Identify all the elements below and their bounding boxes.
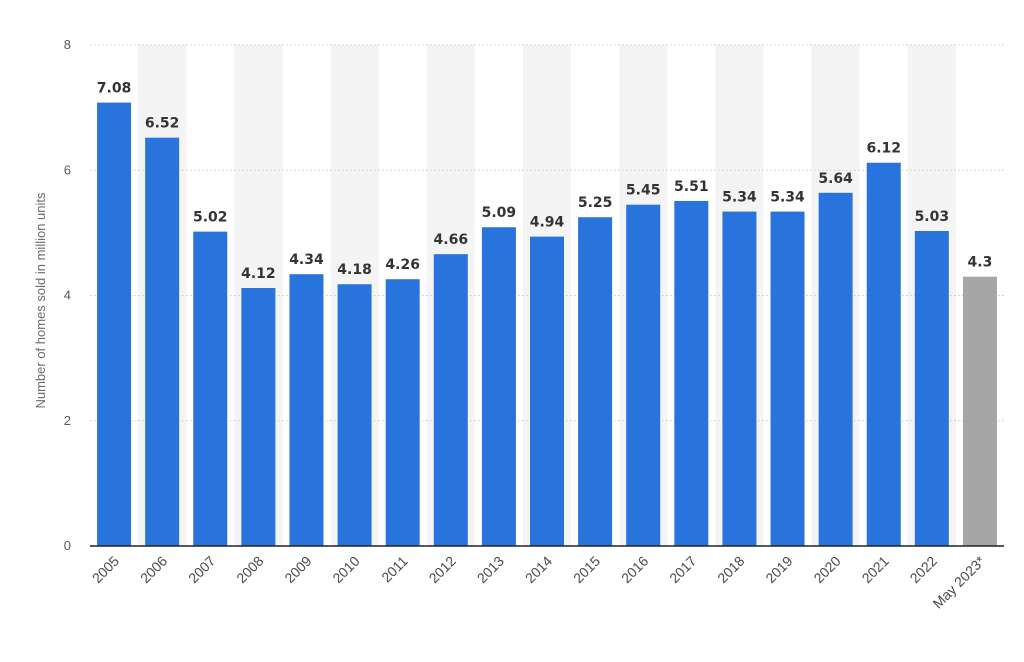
bar <box>962 276 997 546</box>
x-tick-label: 2018 <box>714 553 747 586</box>
x-tick-label: 2015 <box>570 553 603 586</box>
x-tick-label: 2016 <box>618 553 651 586</box>
bar <box>145 137 180 546</box>
x-tick-label: 2005 <box>89 553 122 586</box>
bar <box>193 231 228 546</box>
value-label: 4.94 <box>530 215 565 231</box>
value-label: 5.51 <box>674 179 709 195</box>
y-tick-label: 4 <box>64 288 71 303</box>
y-axis-title: Number of homes sold in million units <box>33 192 48 409</box>
bar <box>241 287 276 546</box>
value-label: 5.34 <box>722 190 757 206</box>
x-tick-label: 2008 <box>233 553 266 586</box>
value-label: 6.12 <box>866 141 901 157</box>
x-tick-label: 2009 <box>281 553 314 586</box>
y-tick-label: 2 <box>64 413 71 428</box>
bar <box>626 204 661 546</box>
value-label: 4.18 <box>337 262 372 278</box>
x-tick-label: 2011 <box>378 553 411 586</box>
y-tick-label: 8 <box>64 37 71 52</box>
bar <box>818 192 853 547</box>
bar <box>385 279 420 546</box>
value-label: 5.02 <box>193 210 228 226</box>
x-tick-label: 2007 <box>185 553 218 586</box>
bar <box>674 200 709 546</box>
x-tick-label: 2006 <box>137 553 170 586</box>
value-label: 7.08 <box>97 81 132 97</box>
value-label: 6.52 <box>145 116 180 132</box>
y-tick-label: 6 <box>64 162 71 177</box>
y-axis-ticks: 0 2 4 6 8 <box>64 37 71 553</box>
value-label: 5.64 <box>818 171 853 187</box>
value-label: 5.45 <box>626 183 661 199</box>
x-tick-label: 2020 <box>810 553 843 586</box>
y-tick-label: 0 <box>64 538 71 553</box>
x-tick-label: 2021 <box>859 553 892 586</box>
value-labels: 7.08 6.52 5.02 4.12 4.34 4.18 4.26 4.66 5.09 4.94… <box>97 81 993 282</box>
bar <box>337 284 372 546</box>
bar <box>578 217 613 546</box>
x-tick-label: 2014 <box>522 553 555 586</box>
x-tick-label: 2010 <box>329 553 362 586</box>
bar <box>914 230 949 546</box>
bar <box>722 211 757 546</box>
value-label: 4.26 <box>385 257 420 273</box>
x-tick-label: 2017 <box>666 553 699 586</box>
value-label: 5.09 <box>482 205 517 221</box>
bar <box>433 254 468 547</box>
bar <box>481 227 516 546</box>
x-axis-labels: 2005 2006 2007 2008 2009 2010 2011 2012 2013 2014… <box>89 552 989 611</box>
x-tick-label: 2013 <box>474 553 507 586</box>
value-label: 5.34 <box>770 190 805 206</box>
value-label: 4.66 <box>434 232 469 248</box>
bar <box>866 162 901 547</box>
bar <box>289 274 324 546</box>
bars <box>97 102 997 547</box>
bar <box>770 211 805 546</box>
value-label: 5.03 <box>915 209 950 225</box>
value-label: 4.34 <box>289 252 324 268</box>
x-tick-label: May 2023* <box>929 552 988 611</box>
value-label: 4.3 <box>968 255 993 271</box>
x-tick-label: 2022 <box>907 553 940 586</box>
value-label: 4.12 <box>241 266 276 282</box>
bar <box>530 236 564 546</box>
bar <box>97 102 132 547</box>
x-tick-label: 2012 <box>426 553 459 586</box>
x-tick-label: 2019 <box>762 553 795 586</box>
value-label: 5.25 <box>578 195 613 211</box>
